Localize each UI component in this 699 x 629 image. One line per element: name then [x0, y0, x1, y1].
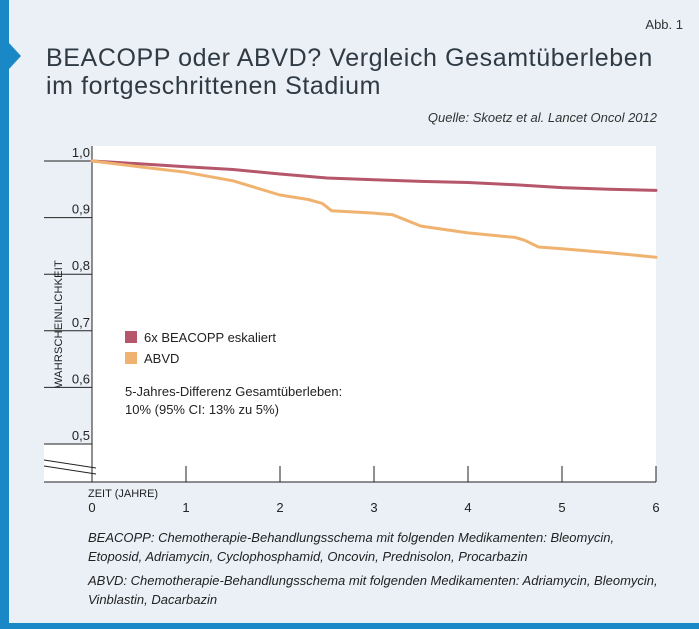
- x-tick-label: 6: [652, 500, 659, 515]
- plot-area: [92, 146, 656, 482]
- legend-label-abvd: ABVD: [144, 351, 179, 366]
- x-tick-label: 2: [276, 500, 283, 515]
- accent-bar: [0, 0, 9, 629]
- series-lines: [90, 159, 658, 259]
- legend-swatch-beacopp: [125, 331, 137, 343]
- title-line-1: BEACOPP oder ABVD? Vergleich Gesamtüberl…: [46, 44, 653, 72]
- annotation-line-1: 5-Jahres-Differenz Gesamtüberleben:: [125, 384, 342, 399]
- series-line-beacopp: [90, 159, 658, 192]
- footnote-beacopp: BEACOPP: Chemotherapie-Behandlungsschema…: [88, 530, 615, 564]
- x-tick-label: 4: [464, 500, 471, 515]
- y-tick-label: 0,8: [72, 258, 90, 273]
- y-tick-label: 1,0: [72, 145, 90, 160]
- axis-break-area: [44, 444, 96, 482]
- series-line-abvd: [90, 159, 658, 259]
- y-tick-label: 0,9: [72, 202, 90, 217]
- y-tick-label: 0,7: [72, 315, 90, 330]
- annotation-line-2: 10% (95% CI: 13% zu 5%): [125, 402, 279, 417]
- x-tick-label: 1: [182, 500, 189, 515]
- legend-label-beacopp: 6x BEACOPP eskaliert: [144, 330, 276, 345]
- x-tick-label: 5: [558, 500, 565, 515]
- axis-break-mark-2: [43, 465, 97, 475]
- axis-break-mark-1: [43, 459, 97, 469]
- title-line-2: im fortgeschrittenen Stadium: [46, 72, 382, 100]
- source-citation: Quelle: Skoetz et al. Lancet Oncol 2012: [427, 110, 657, 125]
- y-tick-label: 0,6: [72, 371, 90, 386]
- legend-swatch-abvd: [125, 352, 137, 364]
- bottom-accent-bar: [0, 623, 699, 629]
- x-axis-label: ZEIT (JAHRE): [88, 488, 158, 500]
- footnote-abvd: ABVD: Chemotherapie-Behandlungsschema mi…: [88, 573, 658, 607]
- y-ticks: 0,5 0,6 0,7 0,8 0,9 1,0: [44, 145, 92, 445]
- x-tick-label: 3: [370, 500, 377, 515]
- x-tick-label: 0: [88, 500, 95, 515]
- x-ticks: 0 1 2 3 4 5 6: [88, 466, 660, 515]
- y-axis-label: WAHRSCHEINLICHKEIT: [53, 260, 65, 388]
- legend: 6x BEACOPP eskaliert ABVD: [125, 330, 276, 366]
- y-tick-label: 0,5: [72, 428, 90, 443]
- figure-label: Abb. 1: [645, 17, 683, 32]
- page-title: BEACOPP oder ABVD? Vergleich Gesamtüberl…: [46, 44, 666, 100]
- arrow-marker-icon: [9, 43, 21, 69]
